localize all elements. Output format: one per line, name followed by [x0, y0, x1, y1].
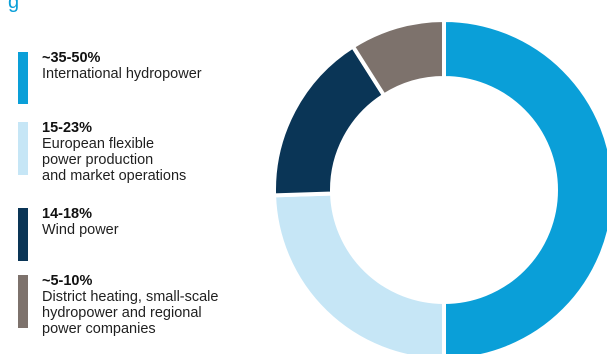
- legend-label-line: Wind power: [42, 222, 119, 238]
- legend-label-line: hydropower and regional: [42, 305, 202, 321]
- legend-percentage: ~35-50%: [42, 50, 101, 66]
- legend-percentage: 14-18%: [42, 206, 92, 222]
- slice-european-flexible: [272, 191, 446, 354]
- legend-label-line: International hydropower: [42, 66, 202, 82]
- legend-swatch: [18, 208, 28, 261]
- legend-label-line: District heating, small-scale: [42, 289, 219, 305]
- legend-swatch: [18, 52, 28, 104]
- legend-label-line: power production: [42, 152, 154, 168]
- legend-label-line: European flexible: [42, 136, 155, 152]
- legend-swatch: [18, 275, 28, 328]
- legend-label-line: power companies: [42, 321, 156, 337]
- legend-swatch: [18, 122, 28, 175]
- cropped-heading-fragment: g: [8, 0, 20, 13]
- legend-percentage: 15-23%: [42, 120, 92, 136]
- legend-label-line: and market operations: [42, 168, 187, 184]
- slice-district-heating: [350, 17, 446, 99]
- legend-percentage: ~5-10%: [42, 273, 93, 289]
- slice-international-hydropower: [442, 17, 607, 354]
